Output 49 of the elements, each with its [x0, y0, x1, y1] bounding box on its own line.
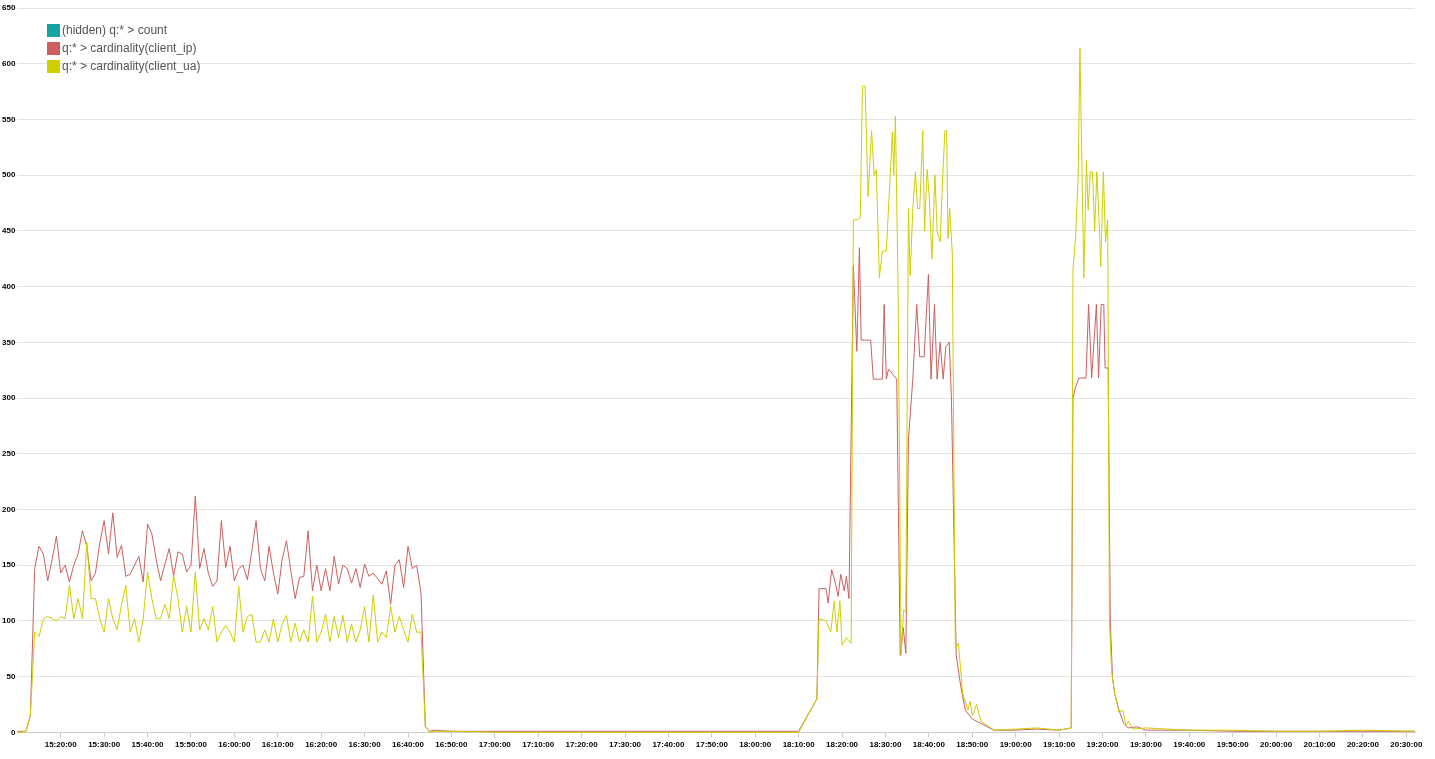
y-tick-label: 600 [1, 58, 16, 68]
x-tick-label: 16:50:00 [435, 740, 468, 750]
x-tick-label: 18:20:00 [826, 740, 859, 750]
x-tick-label: 20:20:00 [1346, 740, 1380, 750]
legend-label: q:* > cardinality(client_ip) [62, 41, 197, 55]
x-tick-label: 17:20:00 [565, 740, 599, 750]
x-tick-label: 18:50:00 [956, 740, 989, 750]
legend-label: (hidden) q:* > count [62, 23, 168, 37]
x-tick-label: 15:40:00 [131, 740, 165, 750]
x-tick-label: 18:40:00 [912, 740, 946, 750]
y-tick-label: 500 [1, 170, 16, 180]
x-tick-label: 16:00:00 [218, 740, 251, 750]
x-tick-label: 15:20:00 [44, 740, 78, 750]
x-tick-label: 20:00:00 [1260, 740, 1293, 750]
x-tick-label: 17:10:00 [522, 740, 555, 750]
x-tick-label: 19:00:00 [999, 740, 1033, 750]
x-tick-label: 17:00:00 [478, 740, 512, 750]
x-tick-label: 20:30:00 [1390, 740, 1423, 750]
x-tick-label: 15:50:00 [174, 740, 208, 750]
x-tick-label: 16:30:00 [348, 740, 382, 750]
x-tick-label: 18:00:00 [739, 740, 772, 750]
y-tick-label: 350 [1, 337, 16, 347]
y-tick-label: 0 [10, 727, 16, 737]
y-tick-label: 100 [1, 616, 16, 626]
y-tick-label: 300 [1, 393, 16, 403]
y-tick-label: 400 [1, 281, 16, 291]
x-tick-label: 19:50:00 [1216, 740, 1250, 750]
y-tick-label: 200 [1, 504, 16, 514]
x-tick-label: 16:40:00 [391, 740, 425, 750]
x-tick-label: 20:10:00 [1303, 740, 1337, 750]
y-tick-label: 250 [1, 448, 16, 458]
x-tick-label: 17:50:00 [695, 740, 729, 750]
x-tick-label: 15:30:00 [88, 740, 121, 750]
y-tick-label: 50 [6, 671, 16, 681]
x-tick-label: 16:20:00 [305, 740, 338, 750]
x-tick-label: 19:40:00 [1173, 740, 1206, 750]
y-tick-label: 650 [1, 3, 16, 13]
x-tick-label: 19:10:00 [1043, 740, 1076, 750]
x-tick-label: 19:30:00 [1129, 740, 1163, 750]
x-tick-label: 18:10:00 [782, 740, 816, 750]
x-tick-label: 18:30:00 [869, 740, 903, 750]
y-tick-label: 150 [1, 560, 16, 570]
x-tick-label: 17:30:00 [609, 740, 642, 750]
x-tick-label: 19:20:00 [1086, 740, 1120, 750]
legend-label: q:* > cardinality(client_ua) [62, 59, 201, 73]
y-tick-label: 550 [1, 114, 16, 124]
y-tick-label: 450 [1, 226, 16, 236]
x-tick-label: 17:40:00 [652, 740, 685, 750]
x-tick-label: 16:10:00 [261, 740, 295, 750]
